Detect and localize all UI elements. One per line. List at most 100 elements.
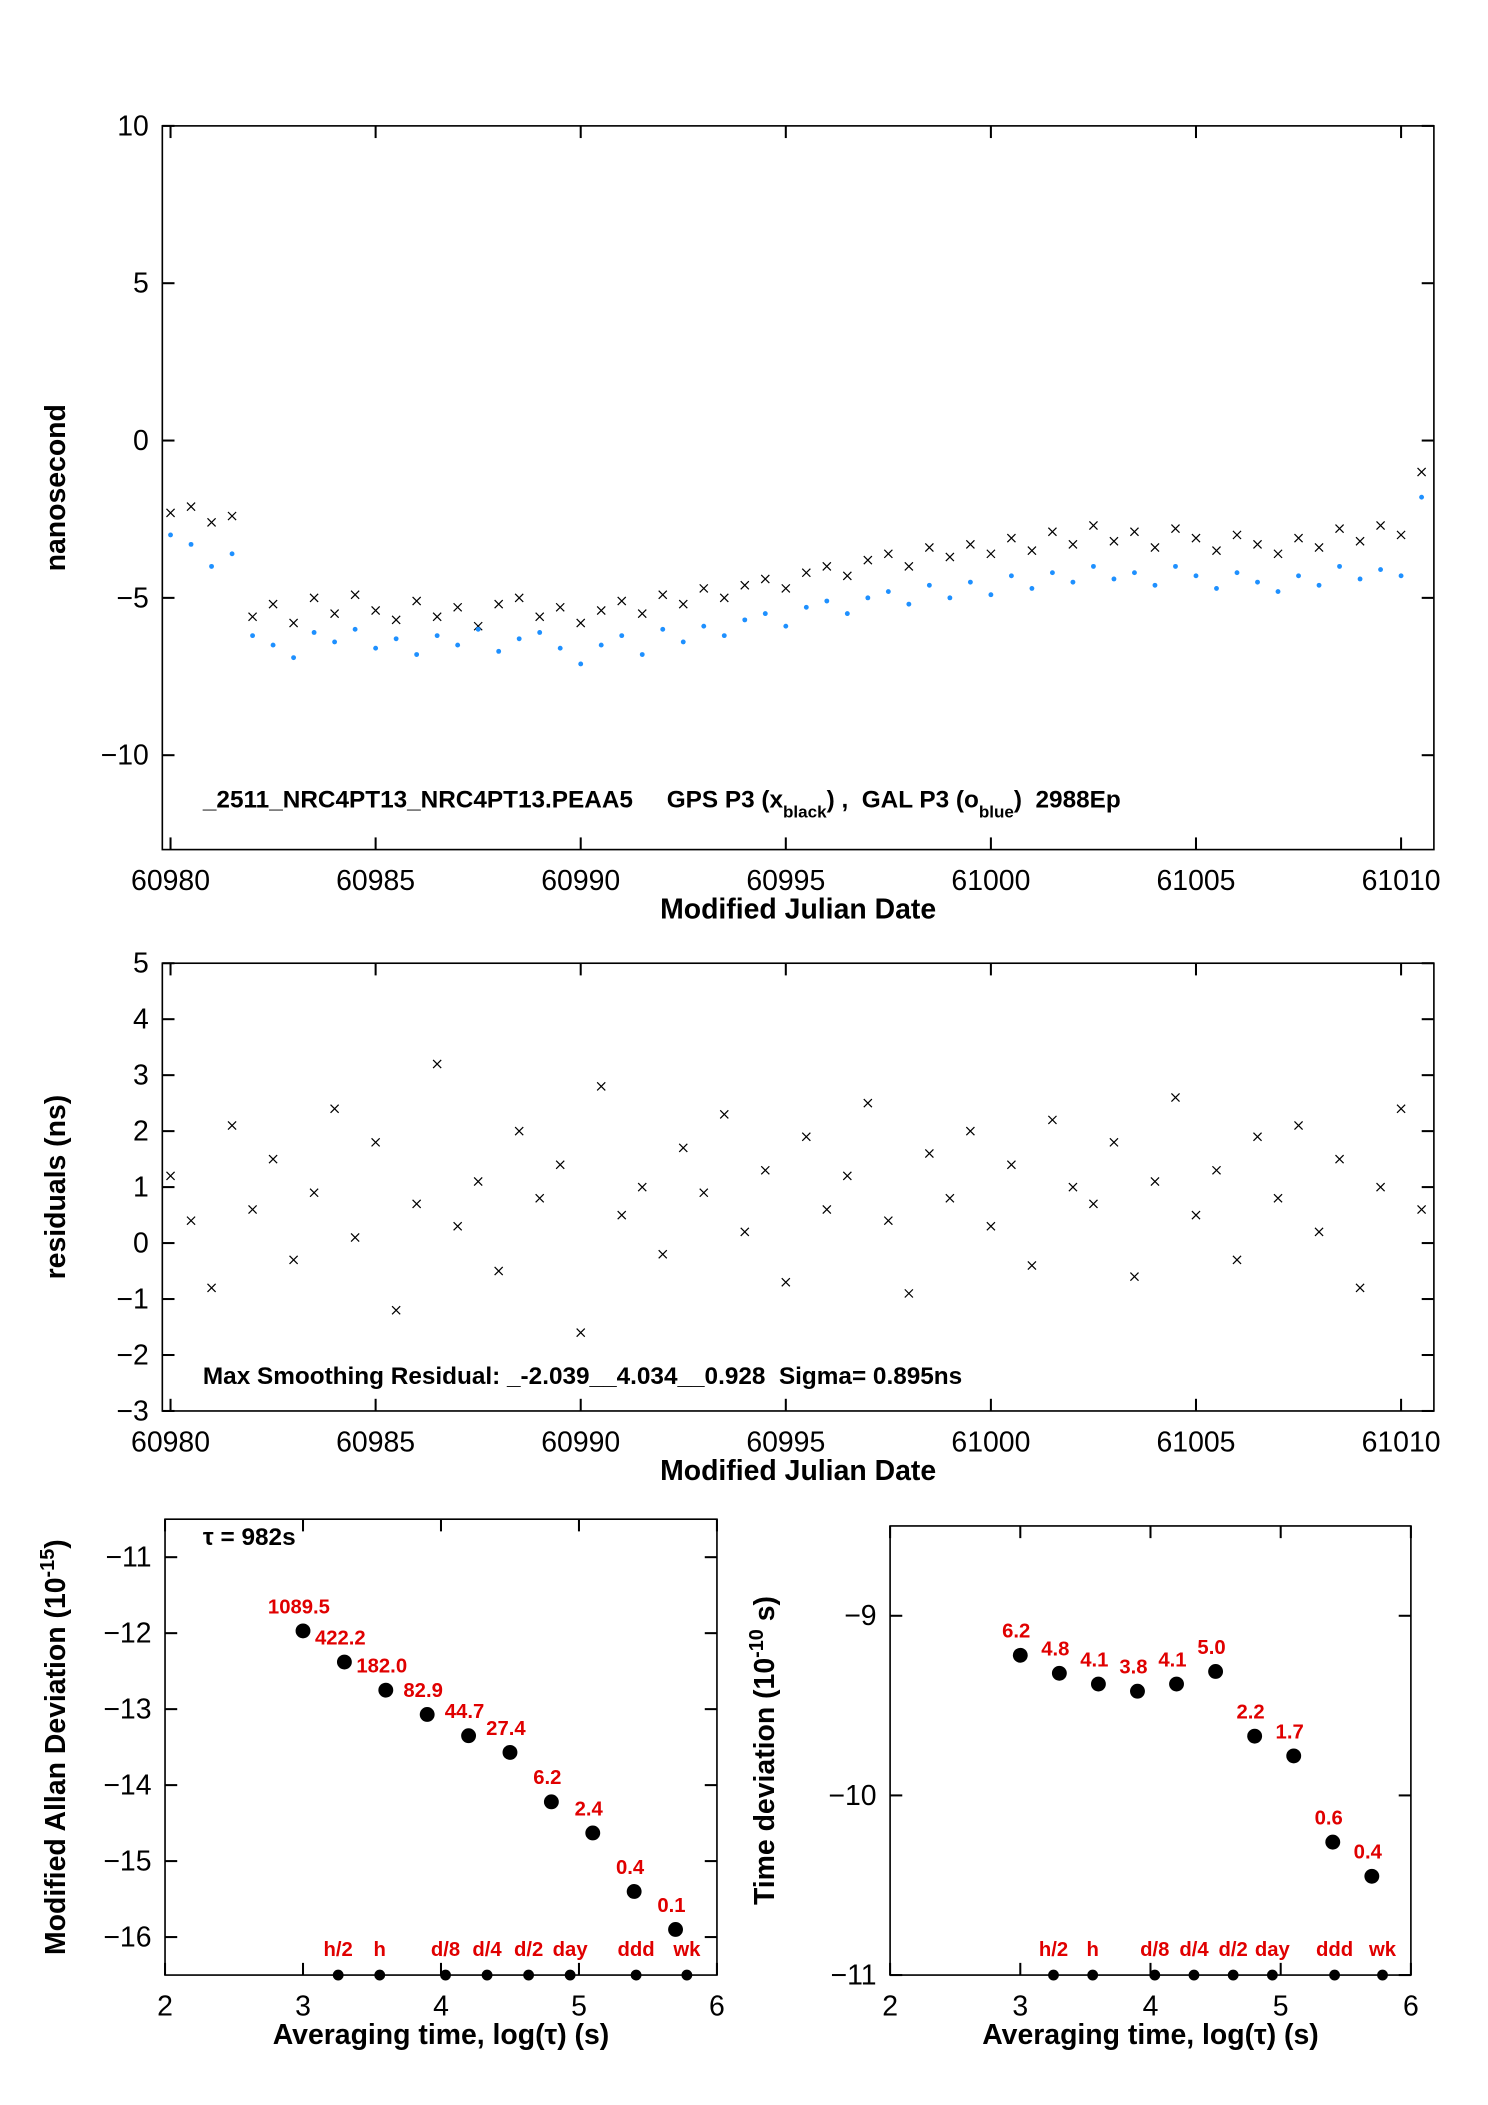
point [207,517,217,527]
y-tick-label: −14 [103,1770,151,1802]
point [1173,563,1178,569]
point [783,623,789,629]
x-tick-label: 61000 [951,1427,1030,1459]
y-tick-label: −3 [116,1395,148,1427]
x-tick-label: 3 [1012,1991,1028,2023]
point [678,599,688,609]
x-axis-label: Averaging time, log(τ) (s) [273,2019,610,2051]
point [1090,1676,1106,1692]
point [330,609,340,619]
point [863,1098,873,1108]
point [1208,1664,1224,1679]
tau-marker-label: h/2 [1039,1939,1068,1961]
x-tick-label: 60985 [336,865,415,897]
point [842,1171,852,1181]
tau-marker [1048,1969,1059,1981]
point-label: 1.7 [1276,1721,1304,1743]
point-label: 4.1 [1158,1649,1186,1671]
annotation: Max Smoothing Residual: _-2.039__4.034__… [203,1363,962,1390]
point [924,543,934,553]
y-tick-label: −13 [103,1694,151,1726]
point [309,1188,319,1198]
y-axis-label-part: -10 [746,1629,768,1658]
point [514,1126,524,1136]
point [719,593,729,603]
point [1273,549,1283,559]
point [1294,1121,1304,1131]
point [350,590,360,600]
point [660,626,666,632]
point [1253,1132,1263,1142]
y-tick-label: 0 [133,1228,149,1260]
point [268,1154,278,1164]
tau-marker [1087,1969,1099,1981]
point [1337,563,1342,569]
x-axis-label: Modified Julian Date [660,1455,936,1487]
tau-marker [332,1969,344,1981]
point [967,579,973,585]
point [494,1266,504,1276]
point [166,508,176,518]
point [1068,539,1078,549]
point [1234,570,1240,576]
point [1286,1748,1302,1764]
point [250,633,256,639]
point [1376,521,1386,530]
tau-marker [564,1969,576,1981]
point [186,1216,196,1226]
y-tick-label: −10 [101,740,149,772]
annotation-part: ) , GAL P3 (o [827,787,979,814]
point [904,1288,914,1298]
point [1129,1272,1139,1282]
point [619,633,625,639]
point [906,601,912,607]
point [824,598,830,604]
point [1355,1283,1365,1293]
point [1214,585,1219,591]
point [842,571,852,581]
point [1314,1227,1324,1237]
point [721,633,727,639]
tau-marker [440,1969,451,1981]
point [414,652,420,657]
point [1316,582,1322,588]
point-label: 6.2 [533,1767,561,1789]
y-tick-label: −15 [103,1846,151,1878]
point [1398,573,1404,579]
point [781,1277,791,1287]
tau-marker [1377,1969,1388,1981]
y-tick-label: −10 [828,1780,876,1812]
point-label: 422.2 [315,1627,366,1649]
plot-frame [161,125,1435,851]
x-tick-label: 3 [295,1991,311,2023]
point [419,1707,435,1722]
point [1068,1182,1078,1192]
y-tick-label: −1 [116,1284,148,1316]
y-axis-label: Time deviation (10-10 s) [746,1596,781,1905]
x-tick-label: 60995 [746,865,825,897]
x-tick-label: 60980 [131,1427,210,1459]
annotation-part: _2511_NRC4PT13_NRC4PT13.PEAA5 GPS P3 (x [202,787,784,814]
point [701,623,707,629]
tau-marker-label: d/2 [514,1939,543,1961]
point [535,1193,545,1203]
point [391,1305,401,1315]
point [1294,533,1304,543]
tau-marker-label: ddd [618,1939,655,1961]
x-tick-label: 61010 [1362,1427,1441,1459]
x-tick-label: 60985 [336,1427,415,1459]
x-tick-label: 2 [882,1991,898,2023]
point-label: 27.4 [486,1718,526,1740]
y-axis-label-part: s) [749,1596,781,1629]
point [1008,573,1014,579]
point [801,1132,811,1142]
point [781,583,791,593]
point [432,612,442,622]
y-tick-label: 4 [133,1004,149,1036]
y-axis-label: Modified Allan Deviation (10-15) [37,1539,72,1955]
point [1335,1154,1345,1164]
y-tick-label: −11 [105,1542,151,1574]
point [617,596,627,606]
point [289,1255,299,1265]
tau-marker-label: h [374,1939,386,1961]
